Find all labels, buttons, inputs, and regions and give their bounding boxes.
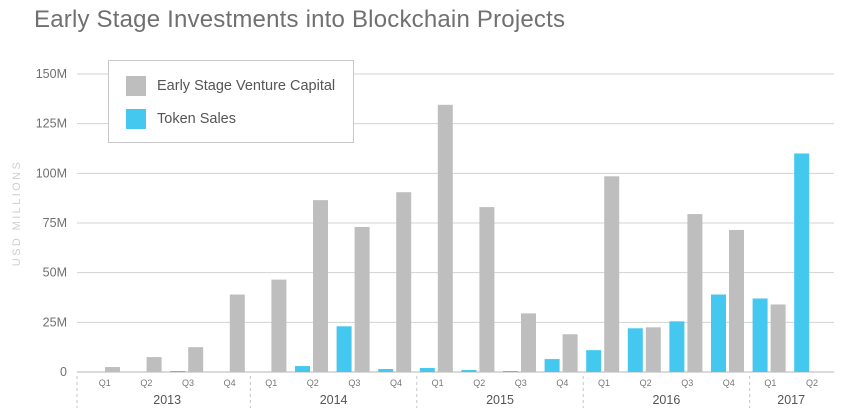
- x-tick-label: Q4: [723, 378, 735, 388]
- x-tick-label: Q4: [556, 378, 568, 388]
- venture-capital-bar: [146, 357, 162, 372]
- y-tick-label: 75M: [43, 216, 67, 230]
- venture-capital-bar: [562, 334, 578, 372]
- token-sales-bar: [295, 366, 310, 372]
- y-tick-label: 125M: [36, 117, 67, 131]
- x-year-label: 2013: [153, 393, 181, 407]
- x-tick-label: Q3: [182, 378, 194, 388]
- x-tick-label: Q3: [515, 378, 527, 388]
- venture-capital-bar: [229, 294, 245, 372]
- venture-capital-bar: [105, 367, 120, 372]
- x-tick-label: Q3: [348, 378, 360, 388]
- token-sales-bar: [336, 326, 352, 372]
- x-tick-label: Q2: [140, 378, 152, 388]
- token-sales-bar: [794, 153, 810, 372]
- chart-title: Early Stage Investments into Blockchain …: [34, 6, 566, 33]
- token-sales-bar: [752, 298, 768, 372]
- x-tick-label: Q2: [640, 378, 652, 388]
- venture-capital-bar: [188, 347, 204, 372]
- x-year-label: 2014: [320, 393, 348, 407]
- token-sales-bar: [711, 294, 726, 372]
- x-year-label: 2017: [777, 393, 805, 407]
- legend-label-token: Token Sales: [157, 111, 236, 127]
- x-tick-label: Q1: [99, 378, 111, 388]
- x-tick-label: Q2: [806, 378, 818, 388]
- token-sales-bar: [544, 359, 560, 372]
- venture-capital-bar: [354, 226, 370, 372]
- x-axis: Q1 Q2 Q3 Q4 Q1 Q2 Q3 Q4 Q1 Q2 Q3 Q4 Q1 Q2 Q3 Q4 Q1 Q22013…: [76, 376, 818, 408]
- y-tick-label: 0: [60, 365, 67, 379]
- x-tick-label: Q1: [432, 378, 444, 388]
- x-tick-label: Q2: [307, 378, 319, 388]
- x-tick-label: Q3: [681, 378, 693, 388]
- venture-capital-bar: [770, 304, 786, 372]
- venture-capital-bar: [313, 200, 328, 372]
- venture-capital-bar: [396, 192, 412, 372]
- y-tick-label: 25M: [43, 315, 67, 329]
- token-sales-bar: [586, 350, 602, 372]
- token-sales-bar: [627, 328, 643, 372]
- token-sales-bar: [170, 371, 186, 372]
- legend-swatch-token: [126, 109, 146, 129]
- token-sales-bar: [461, 370, 477, 372]
- legend-item-vc: Early Stage Venture Capital: [126, 76, 335, 96]
- legend-item-token: Token Sales: [126, 109, 236, 129]
- x-year-label: 2016: [652, 393, 680, 407]
- y-tick-label: 100M: [36, 166, 67, 180]
- y-axis-label: USD MILLIONS: [11, 160, 23, 266]
- venture-capital-bar: [729, 229, 744, 372]
- x-tick-label: Q1: [265, 378, 277, 388]
- legend-swatch-vc: [126, 76, 146, 96]
- x-tick-label: Q4: [224, 378, 236, 388]
- x-tick-label: Q4: [390, 378, 402, 388]
- legend: Early Stage Venture Capital Token Sales: [108, 60, 354, 143]
- x-tick-label: Q2: [473, 378, 485, 388]
- bars: [105, 104, 810, 372]
- token-sales-bar: [669, 321, 685, 372]
- venture-capital-bar: [604, 176, 620, 372]
- venture-capital-bar: [687, 214, 703, 372]
- venture-capital-bar: [479, 207, 495, 372]
- venture-capital-bar: [645, 327, 661, 372]
- x-year-label: 2015: [486, 393, 514, 407]
- y-tick-label: 150M: [36, 67, 67, 81]
- y-tick-label: 50M: [43, 266, 67, 280]
- x-tick-label: Q1: [764, 378, 776, 388]
- token-sales-bar: [419, 368, 435, 372]
- venture-capital-bar: [271, 279, 287, 372]
- venture-capital-bar: [521, 313, 536, 372]
- x-tick-label: Q1: [598, 378, 610, 388]
- token-sales-bar: [378, 369, 394, 372]
- legend-label-vc: Early Stage Venture Capital: [157, 78, 336, 94]
- y-axis-tick-labels: 0 25M 50M 75M 100M 125M 150M: [36, 67, 67, 379]
- venture-capital-bar: [437, 104, 453, 372]
- token-sales-bar: [503, 371, 518, 372]
